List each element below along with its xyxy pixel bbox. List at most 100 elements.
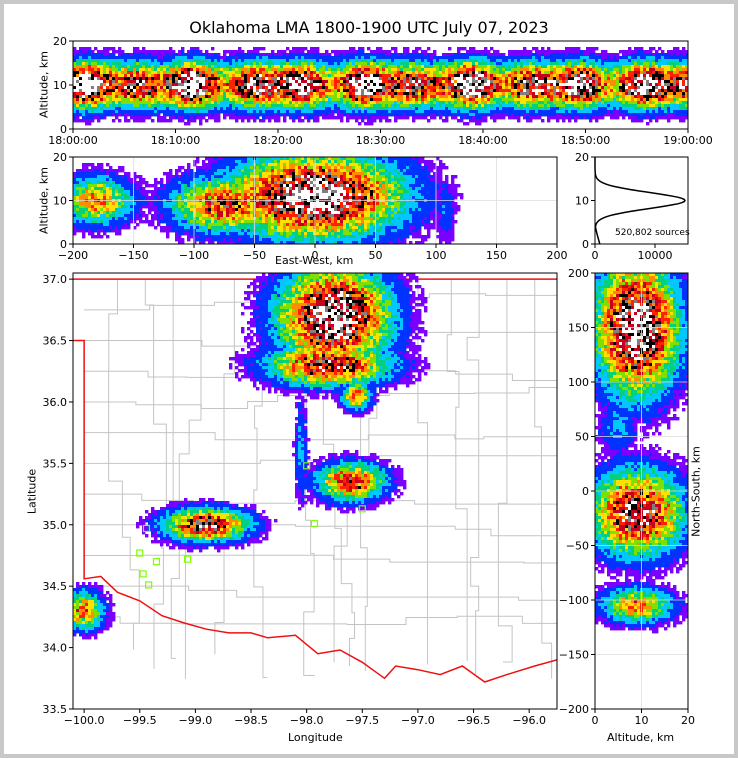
density-cell: [532, 80, 536, 84]
density-cell: [547, 53, 551, 57]
density-cell: [85, 101, 89, 105]
density-cell: [73, 74, 77, 78]
density-cell: [214, 157, 218, 161]
density-cell: [406, 110, 410, 114]
density-cell: [358, 56, 362, 60]
density-cell: [415, 86, 419, 90]
density-cell: [214, 92, 218, 96]
density-cell: [541, 104, 545, 108]
density-cell: [580, 80, 584, 84]
density-cell: [349, 53, 353, 57]
density-cell: [367, 116, 371, 120]
density-cell: [151, 71, 155, 75]
density-cell: [439, 110, 443, 114]
density-cell: [631, 95, 635, 99]
density-cell: [676, 101, 680, 105]
density-cell: [595, 116, 599, 120]
density-cell: [634, 89, 638, 93]
density-cell: [277, 86, 281, 90]
density-cell: [388, 119, 392, 123]
density-cell: [226, 62, 230, 66]
density-cell: [145, 62, 149, 66]
density-cell: [565, 107, 569, 111]
density-cell: [73, 71, 77, 75]
density-cell: [205, 119, 209, 123]
density-cell: [622, 110, 626, 114]
density-cell: [484, 119, 488, 123]
density-cell: [601, 53, 605, 57]
density-cell: [139, 62, 143, 66]
density-cell: [160, 95, 164, 99]
density-cell: [313, 50, 317, 54]
density-cell: [658, 113, 662, 117]
density-cell: [490, 92, 494, 96]
density-cell: [136, 59, 140, 63]
density-cell: [211, 101, 215, 105]
density-cell: [328, 157, 332, 161]
density-cell: [88, 65, 92, 69]
density-cell: [253, 50, 257, 54]
density-cell: [154, 95, 158, 99]
density-cell: [325, 83, 329, 87]
density-cell: [301, 62, 305, 66]
density-cell: [394, 65, 398, 69]
density-cell: [181, 110, 185, 114]
density-cell: [232, 77, 236, 81]
density-cell: [442, 107, 446, 111]
density-cell: [163, 65, 167, 69]
density-cell: [655, 68, 659, 72]
density-cell: [640, 59, 644, 63]
density-cell: [151, 62, 155, 66]
density-cell: [406, 83, 410, 87]
density-cell: [226, 101, 230, 105]
density-cell: [256, 160, 260, 164]
density-cell: [394, 98, 398, 102]
density-cell: [361, 50, 365, 54]
density-cell: [556, 107, 560, 111]
density-cell: [367, 122, 371, 126]
density-cell: [364, 80, 368, 84]
density-cell: [406, 56, 410, 60]
density-cell: [580, 59, 584, 63]
density-cell: [91, 65, 95, 69]
density-cell: [448, 101, 452, 105]
density-cell: [559, 83, 563, 87]
density-cell: [406, 71, 410, 75]
density-cell: [529, 113, 533, 117]
density-cell: [223, 92, 227, 96]
density-cell: [172, 80, 176, 84]
density-cell: [211, 68, 215, 72]
density-cell: [256, 62, 260, 66]
density-cell: [307, 56, 311, 60]
density-cell: [436, 86, 440, 90]
density-cell: [271, 107, 275, 111]
density-cell: [76, 71, 80, 75]
density-cell: [295, 89, 299, 93]
density-cell: [388, 101, 392, 105]
density-cell: [346, 113, 350, 117]
density-cell: [226, 92, 230, 96]
density-cell: [277, 68, 281, 72]
density-cell: [637, 77, 641, 81]
density-cell: [73, 107, 77, 111]
density-cell: [568, 113, 572, 117]
density-cell: [511, 101, 515, 105]
density-cell: [604, 50, 608, 54]
density-cell: [421, 77, 425, 81]
density-cell: [403, 107, 407, 111]
density-cell: [343, 89, 347, 93]
density-cell: [463, 95, 467, 99]
density-cell: [214, 62, 218, 66]
density-cell: [262, 116, 266, 120]
density-cell: [295, 113, 299, 117]
density-cell: [355, 65, 359, 69]
density-cell: [160, 92, 164, 96]
density-cell: [199, 89, 203, 93]
density-cell: [394, 68, 398, 72]
density-cell: [556, 116, 560, 120]
density-cell: [487, 95, 491, 99]
density-cell: [376, 65, 380, 69]
density-cell: [490, 86, 494, 90]
density-cell: [331, 101, 335, 105]
density-cell: [649, 53, 653, 57]
